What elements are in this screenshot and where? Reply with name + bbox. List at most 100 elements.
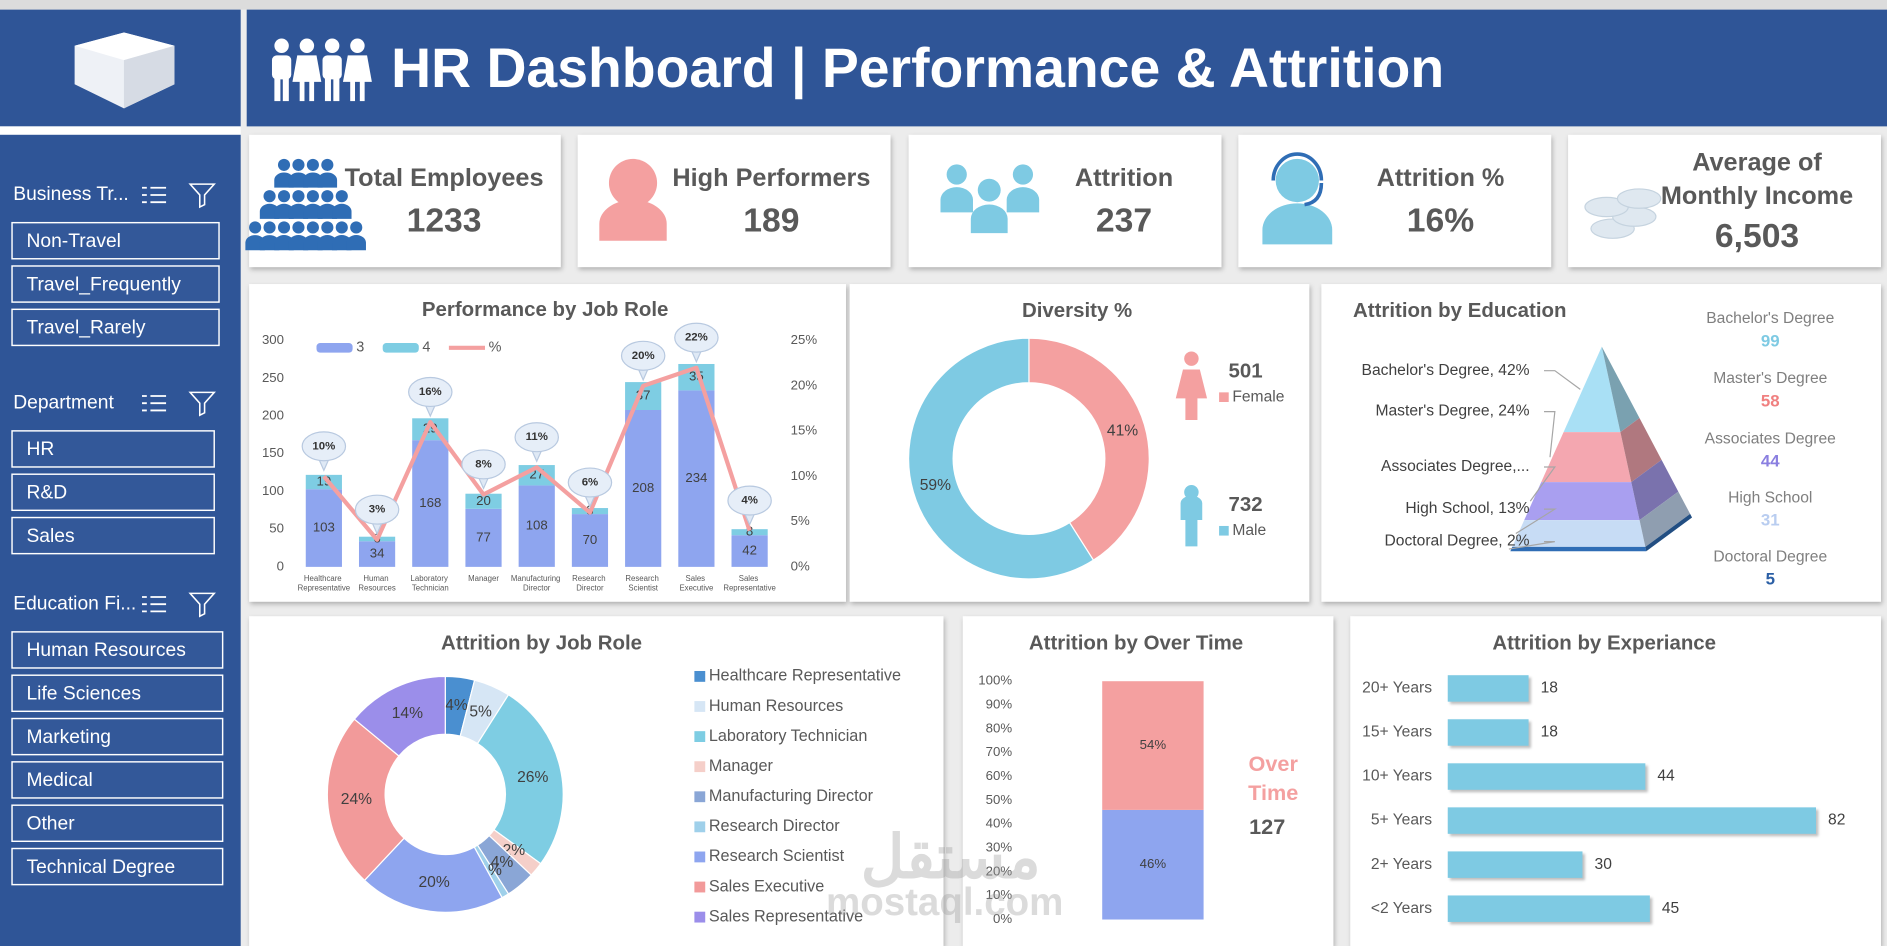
icon-head [1184, 485, 1199, 500]
header-title: HR Dashboard | Performance & Attrition [391, 37, 1444, 100]
icon-person [970, 204, 1008, 234]
chart-title: Performance by Job Role [422, 298, 668, 321]
slicer-item-label: Non-Travel [26, 231, 120, 252]
slicer-item[interactable] [11, 473, 215, 512]
donut-slice [1028, 337, 1150, 562]
icon-person [263, 190, 276, 203]
label-connector [1544, 370, 1581, 390]
y-tick-label: 20+ Years [1362, 680, 1432, 697]
line-value-label: 22% [685, 332, 708, 344]
bar [1447, 807, 1816, 834]
icon-person [946, 164, 967, 185]
slicer-item[interactable] [11, 265, 220, 303]
donut-slice [353, 675, 446, 757]
icon-person [332, 203, 352, 219]
segment-label: Master's Degree, 24% [1375, 403, 1529, 420]
icon-person [350, 221, 363, 234]
icon-body [342, 55, 372, 82]
legend-label: 4 [422, 340, 430, 356]
slicer-item[interactable] [11, 804, 224, 843]
pyramid-side [1601, 346, 1640, 433]
bar-segment [518, 485, 555, 567]
icon-person [277, 221, 291, 234]
watermark: mostaql.com [826, 881, 1063, 924]
callout [567, 467, 613, 498]
legend-label: Manufacturing Director [709, 787, 874, 805]
bar-value-label: 70 [583, 532, 598, 547]
legend-label: Healthcare Representative [709, 667, 901, 685]
legend-swatch [1219, 392, 1229, 402]
icon-person [940, 187, 973, 213]
icon-person [292, 221, 305, 234]
slicer-multiselect-icon[interactable] [142, 186, 167, 204]
slicer-item[interactable] [11, 761, 224, 799]
y-tick-label: 70% [986, 744, 1013, 759]
legend-count: 501 [1229, 359, 1263, 382]
kpi-label: Average of [1692, 148, 1822, 176]
icon-person [335, 221, 348, 234]
callout [301, 431, 347, 462]
bar-value-label: 30 [1595, 856, 1613, 873]
y-tick-label: 50 [269, 521, 284, 536]
callout [620, 340, 666, 371]
y-tick-label: 2+ Years [1371, 856, 1432, 873]
legend-swatch [694, 670, 706, 682]
annotation: Over [1249, 751, 1299, 776]
slicer-clear-icon[interactable] [188, 391, 216, 417]
slicer-clear-icon[interactable] [188, 592, 216, 618]
icon-body [1180, 495, 1203, 547]
slicer-item[interactable] [11, 717, 224, 756]
y-tick-label: 100% [978, 673, 1012, 688]
bar-segment [678, 390, 715, 567]
icon-head [274, 38, 289, 53]
segment-label: Bachelor's Degree, 42% [1362, 362, 1530, 379]
icon-leg [299, 79, 305, 102]
bar-segment [305, 489, 342, 567]
y-tick-label: 30% [986, 840, 1013, 855]
icon-person [1012, 164, 1034, 185]
donut-slice [476, 693, 564, 865]
icon-person [977, 178, 1001, 202]
legend-swatch [694, 821, 706, 833]
bar-value-label: 42 [742, 543, 757, 558]
x-tick-label: Laboratory Technician [411, 574, 451, 593]
legend-label: Manager [709, 757, 774, 775]
callout [408, 376, 453, 408]
y-tick-label: 80% [986, 720, 1013, 735]
kpi-value: 237 [1096, 203, 1152, 240]
slice-label: 26% [517, 769, 548, 786]
y-tick-label: 10% [986, 887, 1013, 902]
chart-title: Attrition by Education [1353, 299, 1566, 322]
bar-value-label: 82 [1828, 812, 1845, 829]
icon-leg [324, 77, 331, 102]
kpi-label: Attrition [1075, 164, 1173, 192]
legend-swatch [694, 701, 706, 712]
slicer-clear-icon[interactable] [188, 183, 216, 209]
slicer-item[interactable] [11, 674, 224, 713]
slicer-multiselect-icon[interactable] [142, 596, 167, 613]
icon-leg [282, 77, 289, 102]
slicer-item[interactable] [11, 221, 220, 260]
legend-label: Sales Executive [709, 877, 825, 895]
line-value-label: 6% [582, 476, 599, 488]
callout [354, 494, 400, 525]
icon-person [263, 221, 276, 234]
slicer-multiselect-icon[interactable] [142, 395, 167, 412]
slicer-item[interactable] [11, 631, 224, 669]
logo-side [123, 45, 175, 109]
legend-label: Bachelor's Degree [1706, 310, 1834, 327]
slicer-item[interactable] [11, 430, 215, 468]
legend-value: 44 [1761, 452, 1780, 471]
slicer-title: Education Fi... [13, 593, 136, 614]
label-connector [1515, 508, 1557, 535]
slicer-item[interactable] [11, 308, 220, 347]
slicer-item[interactable] [11, 516, 215, 555]
icon-body [1175, 369, 1208, 421]
bar-value-label: 34 [370, 546, 385, 561]
icon-person [317, 172, 338, 188]
slicer-item[interactable] [11, 847, 224, 886]
y-tick-label: 250 [262, 370, 284, 385]
icon-head [1184, 351, 1199, 366]
y-tick-label: 150 [262, 445, 284, 460]
